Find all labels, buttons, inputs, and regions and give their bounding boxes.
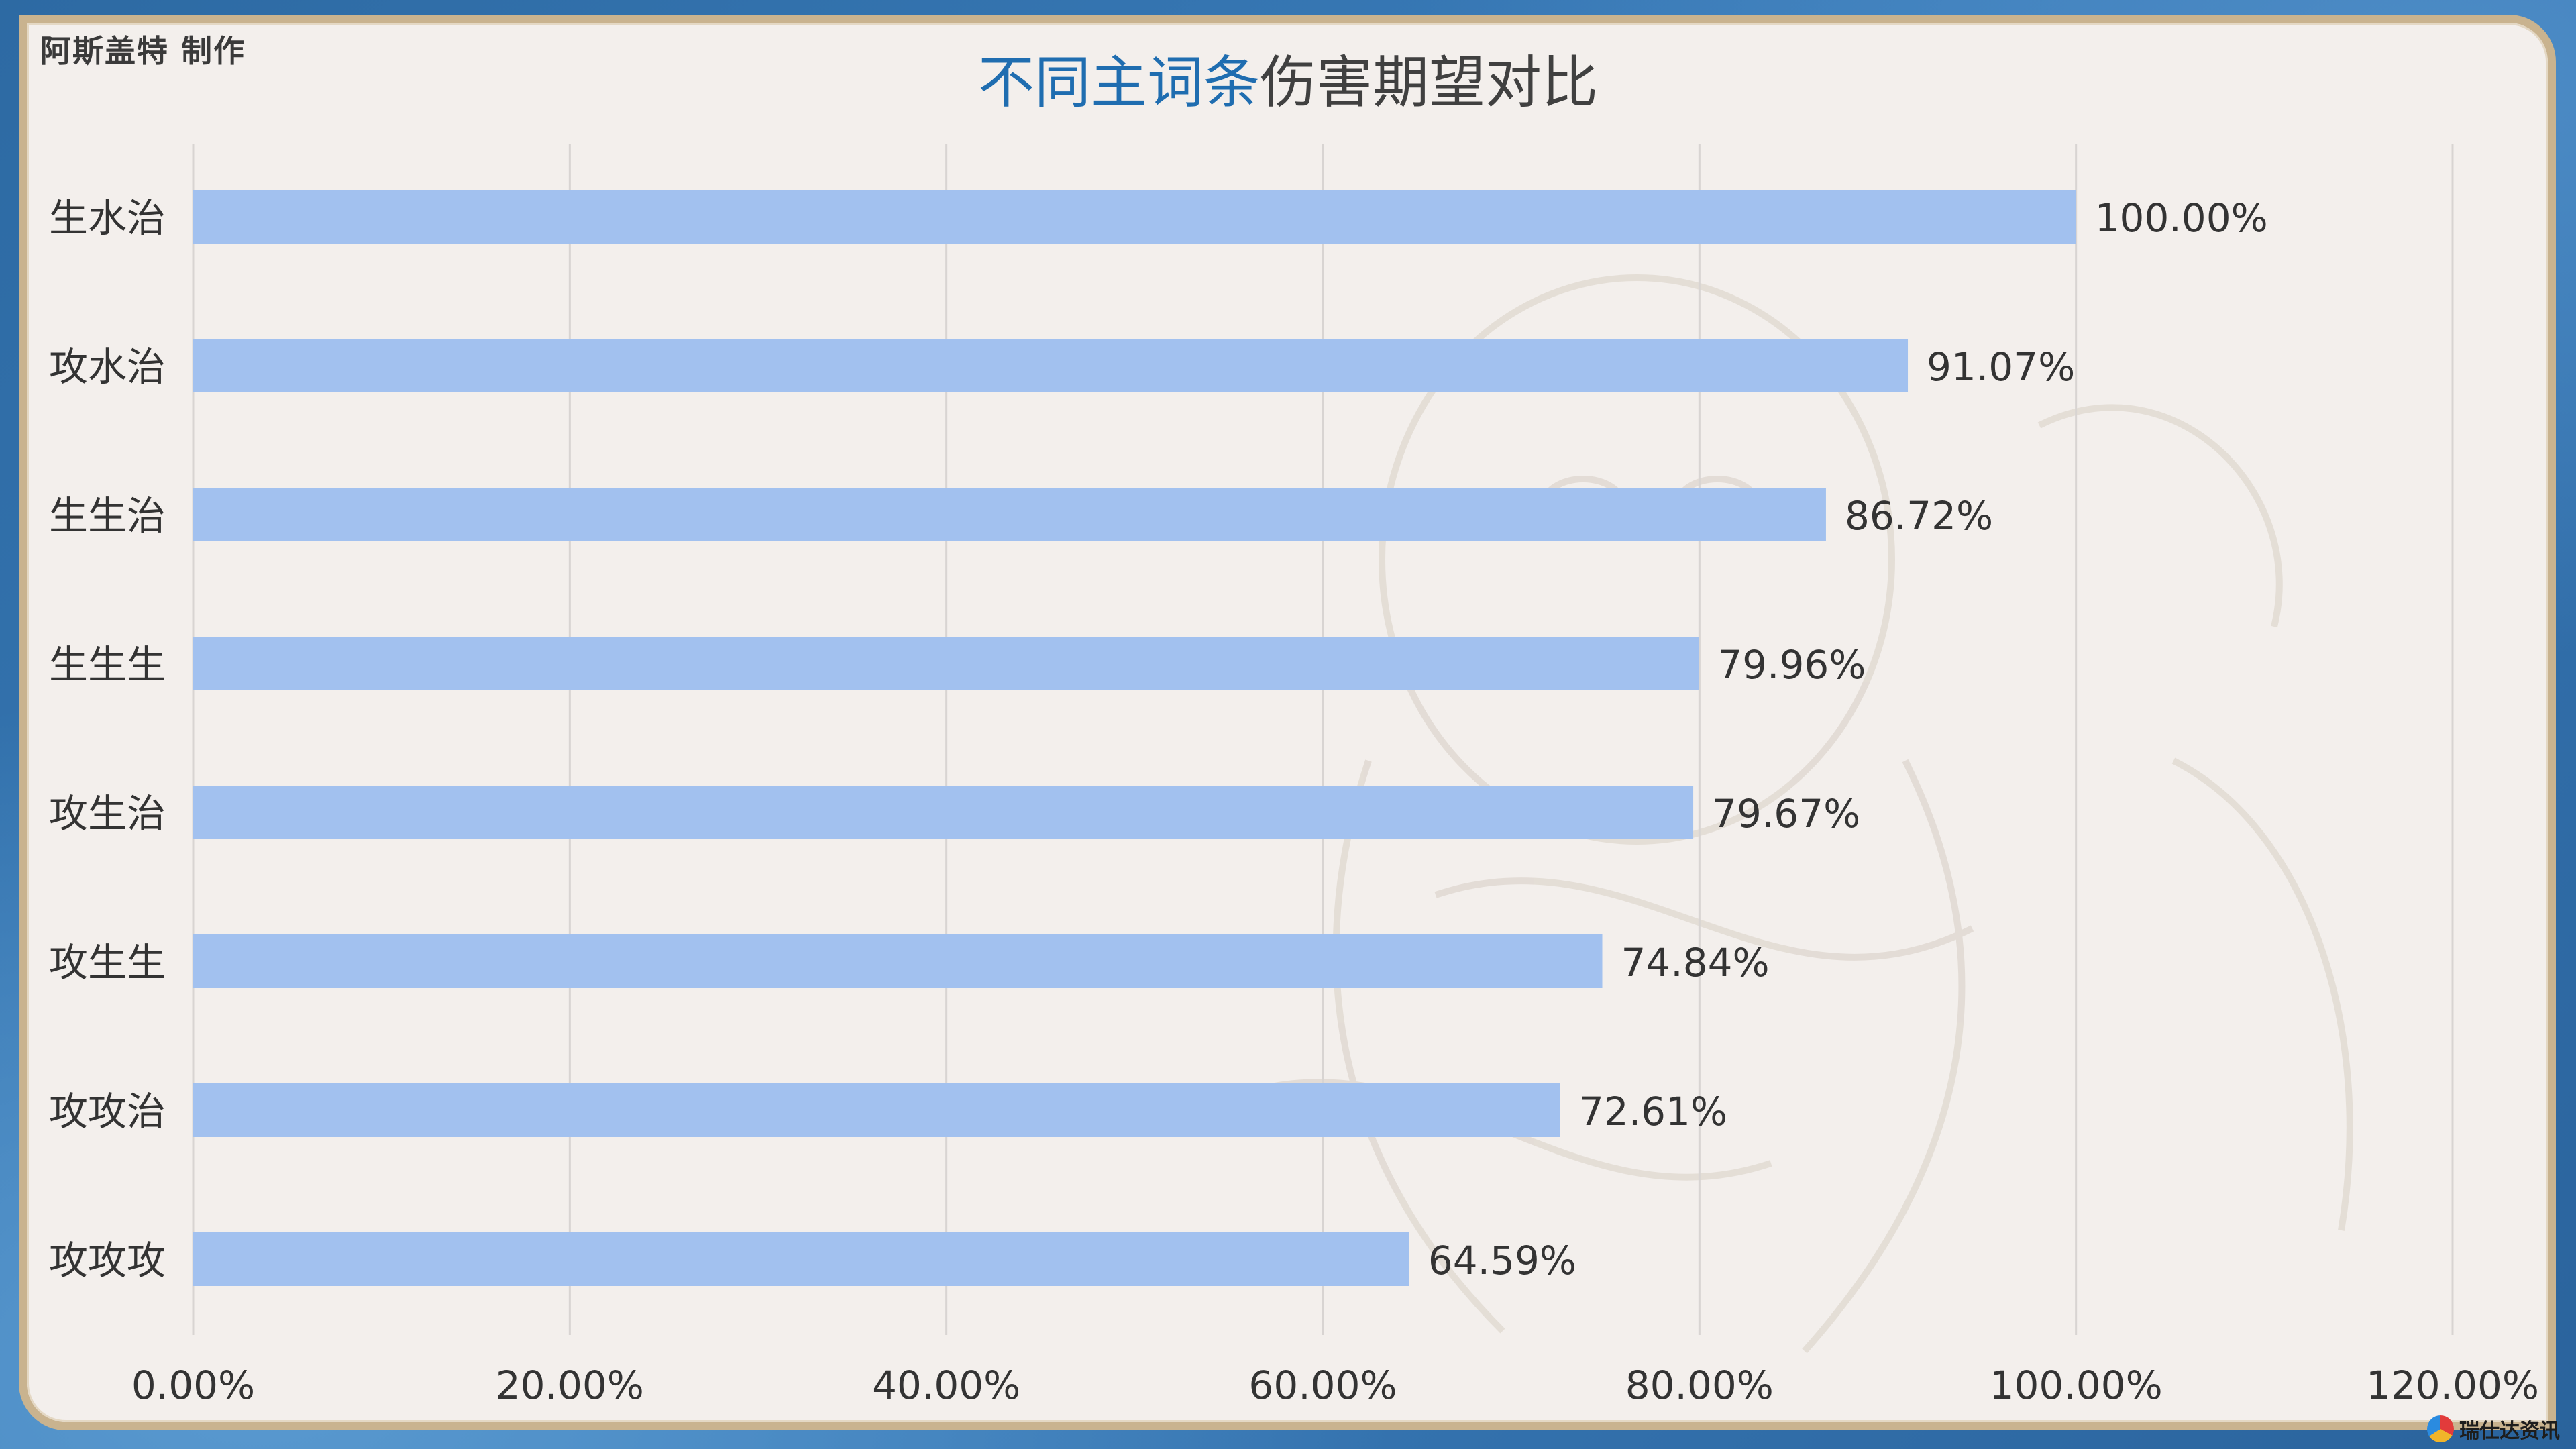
data-label: 79.67% bbox=[1712, 791, 1860, 837]
data-label: 79.96% bbox=[1717, 642, 1866, 688]
bar bbox=[193, 934, 1603, 988]
data-label: 91.07% bbox=[1927, 344, 2075, 390]
bar bbox=[193, 190, 2076, 244]
x-tick-label: 100.00% bbox=[1990, 1362, 2163, 1408]
category-label: 生水治 bbox=[49, 195, 166, 241]
category-label: 攻生治 bbox=[49, 791, 166, 837]
category-label: 攻生生 bbox=[49, 940, 166, 985]
bar bbox=[193, 1232, 1409, 1286]
bar bbox=[193, 786, 1694, 839]
data-label: 72.61% bbox=[1579, 1089, 1727, 1134]
grid-lines bbox=[192, 144, 2454, 1335]
bar bbox=[193, 488, 1826, 541]
bar bbox=[193, 339, 1909, 392]
x-tick-label: 60.00% bbox=[1248, 1362, 1397, 1408]
data-label: 74.84% bbox=[1621, 940, 1770, 985]
x-tick-label: 40.00% bbox=[872, 1362, 1020, 1408]
x-tick-label: 20.00% bbox=[496, 1362, 644, 1408]
data-label: 86.72% bbox=[1845, 493, 1993, 539]
category-label: 攻攻攻 bbox=[49, 1238, 166, 1283]
background-illustration bbox=[1233, 274, 2353, 1354]
chart-title: 不同主词条伤害期望对比 bbox=[0, 38, 2576, 119]
labels: 0.00% 20.00% 40.00% 60.00% 80.00% 100.00% 120.… bbox=[49, 195, 2539, 1408]
bar bbox=[193, 1083, 1560, 1137]
data-label: 64.59% bbox=[1428, 1238, 1576, 1283]
chart-title-highlight: 不同主词条 bbox=[977, 50, 1260, 115]
chart-title-rest: 伤害期望对比 bbox=[1260, 50, 1599, 115]
bar bbox=[193, 637, 1699, 690]
x-tick-label: 80.00% bbox=[1625, 1362, 1774, 1408]
category-label: 生生治 bbox=[49, 493, 166, 539]
credit-label: 阿斯盖特 制作 bbox=[40, 33, 246, 69]
x-tick-label: 0.00% bbox=[131, 1362, 255, 1408]
chart-panel bbox=[19, 15, 2556, 1430]
category-label: 攻水治 bbox=[49, 344, 166, 390]
panel-inner-border bbox=[27, 23, 2548, 1422]
logo-icon bbox=[2427, 1415, 2454, 1442]
data-label: 100.00% bbox=[2095, 195, 2268, 241]
x-tick-label: 120.00% bbox=[2366, 1362, 2539, 1408]
category-label: 生生生 bbox=[49, 642, 166, 688]
corner-logo: 瑞仕达资讯 bbox=[2427, 1414, 2560, 1444]
category-label: 攻攻治 bbox=[49, 1089, 166, 1134]
logo-text: 瑞仕达资讯 bbox=[2459, 1419, 2560, 1443]
bars bbox=[193, 190, 2076, 1286]
